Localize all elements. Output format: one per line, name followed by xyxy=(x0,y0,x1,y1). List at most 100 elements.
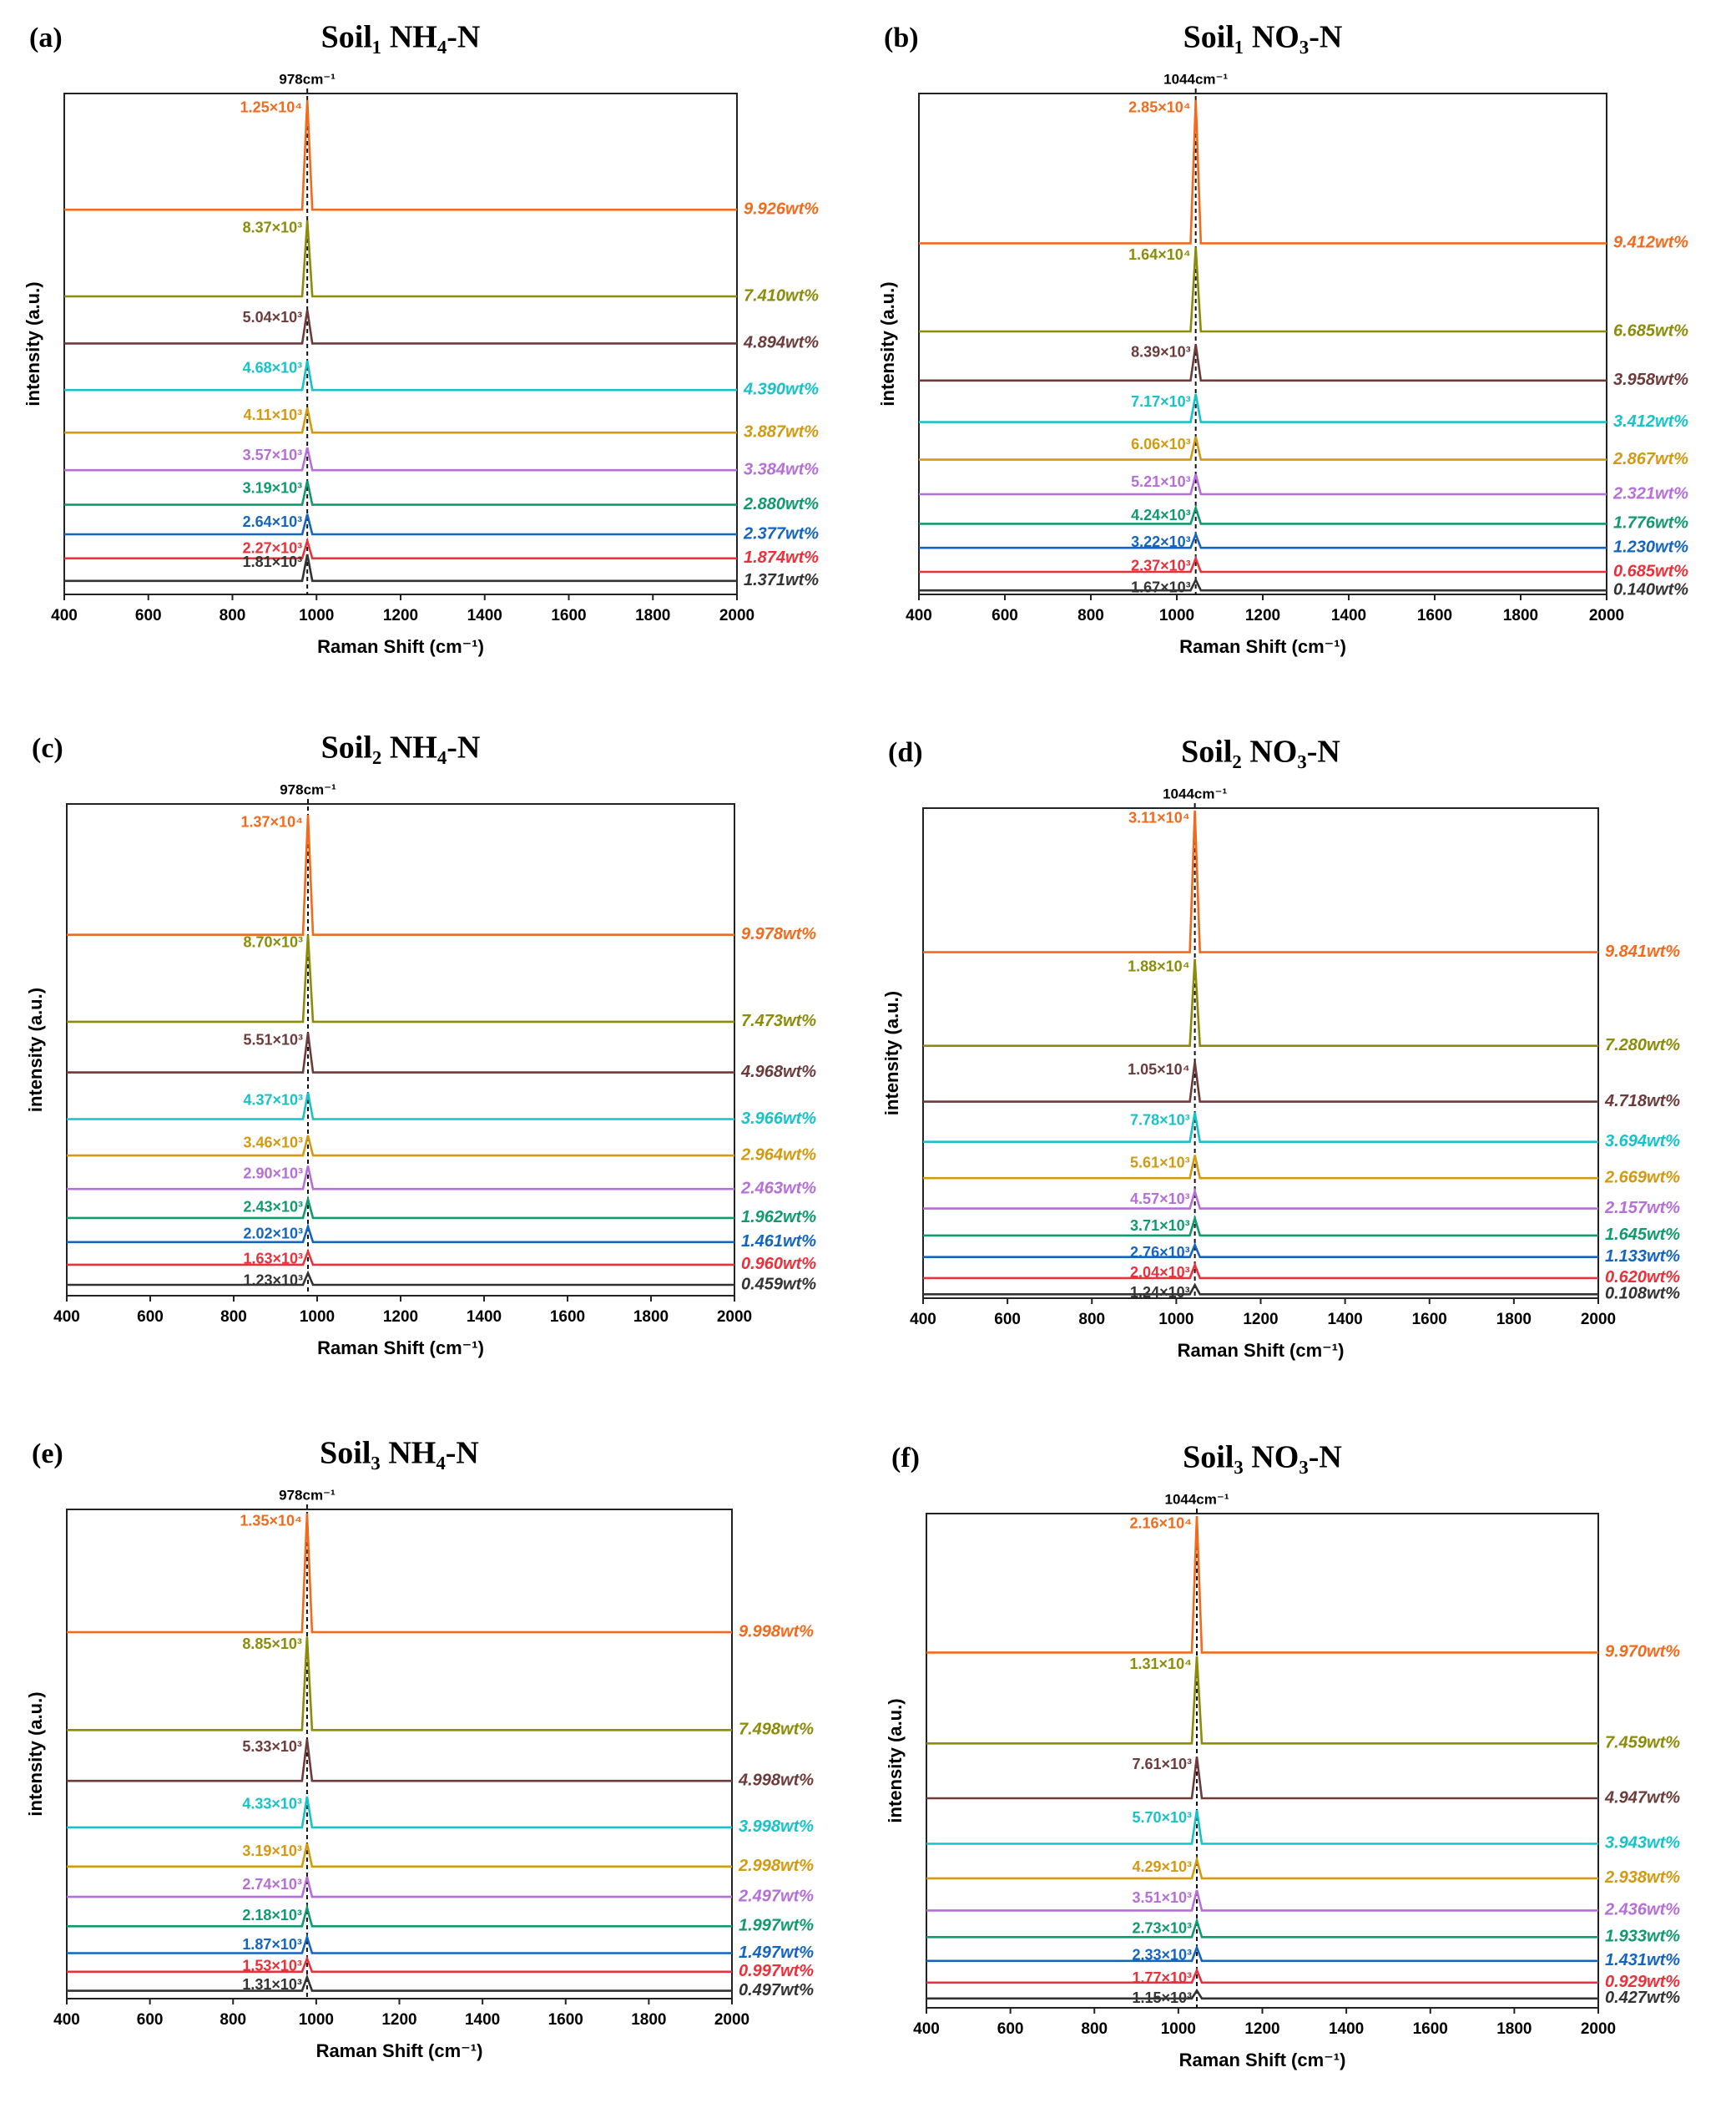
spectrum-line xyxy=(919,473,1607,496)
x-tick-label: 1000 xyxy=(300,1308,335,1326)
peak-intensity-label: 1.35×10⁴ xyxy=(240,1512,301,1529)
peak-intensity-label: 1.25×10⁴ xyxy=(240,99,302,116)
spectrum-line xyxy=(926,1855,1598,1880)
peak-intensity-label: 6.06×10³ xyxy=(1131,436,1191,452)
spectrum-line xyxy=(67,1974,732,1992)
spectrum-line xyxy=(919,393,1607,423)
series-label: 2.964wt% xyxy=(740,1145,816,1164)
series-label: 2.880wt% xyxy=(743,495,819,513)
series-label: 4.947wt% xyxy=(1604,1788,1680,1807)
x-tick-label: 1800 xyxy=(631,2011,666,2029)
x-tick-label: 1800 xyxy=(1503,607,1538,624)
peak-line-label: 978cm⁻¹ xyxy=(279,71,336,87)
peak-intensity-label: 1.37×10⁴ xyxy=(241,814,303,831)
peak-intensity-label: 2.16×10⁴ xyxy=(1130,1515,1192,1532)
x-tick-label: 1200 xyxy=(381,2011,416,2029)
x-tick-label: 1000 xyxy=(299,2011,334,2029)
panel-label: (b) xyxy=(884,23,919,53)
series-label: 9.412wt% xyxy=(1613,234,1688,252)
peak-intensity-label: 3.57×10³ xyxy=(243,447,303,463)
spectrum-line xyxy=(64,447,737,472)
peak-line-label: 1044cm⁻¹ xyxy=(1164,1491,1229,1507)
x-tick-label: 2000 xyxy=(714,2011,749,2029)
series-label: 6.685wt% xyxy=(1613,321,1688,340)
series-label: 1.431wt% xyxy=(1605,1951,1680,1969)
series-label: 7.280wt% xyxy=(1605,1036,1680,1054)
x-tick-label: 2000 xyxy=(1581,2020,1616,2038)
spectrum-line xyxy=(67,934,734,1024)
spectrum-line xyxy=(67,1092,734,1120)
spectrum-line xyxy=(67,814,734,936)
peak-intensity-label: 4.11×10³ xyxy=(244,407,303,423)
series-label: 7.410wt% xyxy=(744,286,819,305)
series-label: 1.461wt% xyxy=(741,1232,816,1251)
series-label: 0.929wt% xyxy=(1605,1973,1680,1991)
x-tick-label: 1200 xyxy=(1243,1311,1278,1328)
spectrum-line xyxy=(923,1261,1598,1280)
series-label: 0.140wt% xyxy=(1613,580,1688,599)
spectrum-line xyxy=(923,1187,1598,1210)
spectrum-line xyxy=(923,958,1598,1047)
x-tick-label: 600 xyxy=(997,2020,1024,2038)
series-label: 9.926wt% xyxy=(744,200,819,218)
x-tick-label: 1000 xyxy=(1161,2020,1196,2038)
x-tick-label: 1000 xyxy=(1158,1311,1194,1328)
spectrum-line xyxy=(919,555,1607,574)
peak-intensity-label: 5.04×10³ xyxy=(243,309,303,326)
peak-intensity-label: 3.22×10³ xyxy=(1131,533,1191,550)
peak-intensity-label: 2.37×10³ xyxy=(1131,558,1191,574)
spectrum-line xyxy=(919,436,1607,461)
spectrum-line xyxy=(67,1739,732,1782)
peak-intensity-label: 3.71×10³ xyxy=(1130,1217,1190,1234)
series-label: 2.157wt% xyxy=(1604,1199,1680,1217)
spectrum-line xyxy=(64,310,737,345)
x-tick-label: 1800 xyxy=(1496,1311,1532,1328)
x-tick-label: 400 xyxy=(53,2011,80,2029)
spectrum-line xyxy=(926,1988,1598,2000)
peak-intensity-label: 2.76×10³ xyxy=(1130,1244,1190,1261)
spectrum-line xyxy=(923,810,1598,953)
series-label: 3.384wt% xyxy=(744,460,819,478)
peak-intensity-label: 1.15×10³ xyxy=(1132,1989,1192,2006)
x-tick-label: 400 xyxy=(910,1311,936,1328)
chart-title: Soil₂ NO₃-N xyxy=(1181,735,1340,770)
series-label: 4.968wt% xyxy=(740,1063,816,1081)
series-label: 3.694wt% xyxy=(1605,1132,1680,1150)
peak-intensity-label: 5.33×10³ xyxy=(242,1738,302,1755)
peak-intensity-label: 1.05×10⁴ xyxy=(1128,1061,1189,1078)
spectrum-line xyxy=(926,1917,1598,1939)
peak-intensity-label: 5.51×10³ xyxy=(243,1032,303,1049)
spectrum-line xyxy=(64,99,737,211)
spectrum-line xyxy=(923,1214,1598,1237)
y-axis-label: intensity (a.u.) xyxy=(25,1691,46,1816)
series-label: 4.998wt% xyxy=(738,1772,814,1790)
spectrum-line xyxy=(67,1903,732,1928)
spectrum-line xyxy=(67,1796,732,1829)
x-tick-label: 2000 xyxy=(1581,1311,1616,1328)
series-label: 0.497wt% xyxy=(739,1981,814,1999)
peak-intensity-label: 1.77×10³ xyxy=(1132,1969,1192,1986)
x-tick-label: 1800 xyxy=(635,607,670,624)
spectrum-line xyxy=(923,1155,1598,1180)
peak-intensity-label: 8.37×10³ xyxy=(243,220,303,236)
series-label: 4.718wt% xyxy=(1604,1092,1680,1110)
series-label: 3.966wt% xyxy=(741,1110,816,1128)
peak-intensity-label: 8.39×10³ xyxy=(1131,343,1191,360)
spectrum-line xyxy=(926,1757,1598,1800)
panel-label: (c) xyxy=(32,733,63,764)
series-label: 1.776wt% xyxy=(1613,514,1688,533)
spectrum-line xyxy=(64,220,737,298)
peak-intensity-label: 2.43×10³ xyxy=(243,1198,303,1215)
series-label: 1.497wt% xyxy=(739,1944,814,1962)
x-tick-label: 1200 xyxy=(1244,2020,1279,2038)
series-label: 7.473wt% xyxy=(741,1012,816,1030)
spectrum-line xyxy=(64,513,737,536)
series-label: 2.938wt% xyxy=(1604,1868,1680,1887)
panel-label: (f) xyxy=(891,1443,920,1474)
y-axis-label: intensity (a.u.) xyxy=(885,1698,906,1822)
chart-title: Soil₃ NO₃-N xyxy=(1183,1440,1342,1475)
chart-title: Soil₁ NH₄-N xyxy=(321,20,481,55)
series-label: 1.997wt% xyxy=(739,1917,814,1935)
x-tick-label: 800 xyxy=(220,2011,246,2029)
series-label: 3.887wt% xyxy=(744,422,819,441)
